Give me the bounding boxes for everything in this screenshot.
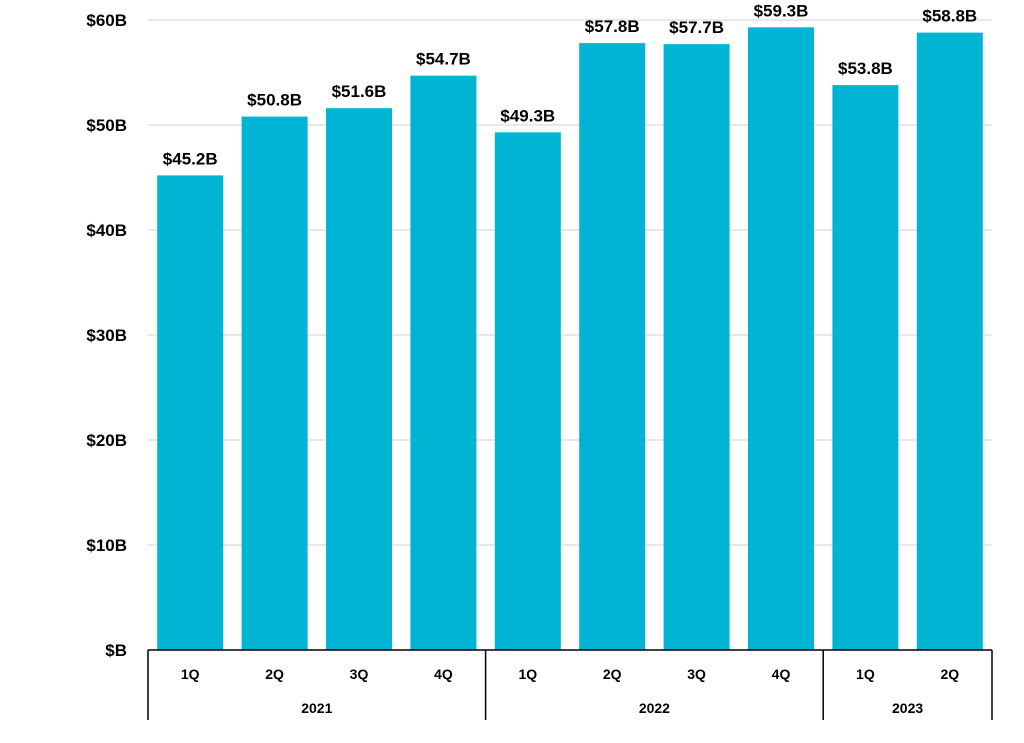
- bar: [579, 43, 646, 651]
- x-group-label: 2021: [301, 700, 332, 716]
- y-tick-label: $60B: [86, 11, 127, 30]
- bar: [494, 132, 561, 651]
- data-label: $57.7B: [669, 18, 724, 37]
- data-label: $50.8B: [247, 91, 302, 110]
- data-label: $54.7B: [416, 50, 471, 69]
- data-label: $57.8B: [585, 17, 640, 36]
- bar: [832, 85, 899, 651]
- x-tick-label: 1Q: [518, 666, 537, 682]
- bar: [748, 27, 814, 651]
- x-group-label: 2023: [892, 700, 923, 716]
- x-tick-label: 3Q: [687, 666, 706, 682]
- y-tick-label: $B: [105, 641, 127, 660]
- data-label: $45.2B: [163, 149, 218, 168]
- y-tick-label: $40B: [86, 221, 127, 240]
- data-labels: $45.2B $50.8B $51.6B $54.7B $49.3B $57.8B $57.…: [163, 1, 977, 168]
- bars: [157, 27, 983, 651]
- bar: [916, 32, 983, 651]
- x-tick-label: 1Q: [181, 666, 200, 682]
- x-tick-label: 1Q: [856, 666, 875, 682]
- y-tick-label: $10B: [86, 536, 127, 555]
- x-tick-label: 4Q: [434, 666, 453, 682]
- x-tick-label: 4Q: [772, 666, 791, 682]
- y-axis: $B $10B $20B $30B $40B $50B $60B: [86, 11, 127, 660]
- data-label: $58.8B: [922, 7, 977, 26]
- data-label: $53.8B: [838, 59, 893, 78]
- x-tick-label: 2Q: [603, 666, 622, 682]
- x-axis: 1Q 2Q 3Q 4Q 1Q 2Q 3Q 4Q 1Q 2Q 2021 2022 2023: [147, 649, 993, 720]
- bar: [157, 175, 224, 650]
- data-label: $51.6B: [332, 82, 387, 101]
- data-label: $49.3B: [500, 106, 555, 125]
- x-tick-label: 2Q: [265, 666, 284, 682]
- y-tick-label: $50B: [86, 116, 127, 135]
- bar: [326, 108, 392, 650]
- bar: [410, 75, 477, 650]
- bar: [663, 44, 730, 650]
- bar: [241, 116, 308, 651]
- y-tick-label: $20B: [86, 431, 127, 450]
- y-tick-label: $30B: [86, 326, 127, 345]
- x-group-label: 2022: [639, 700, 670, 716]
- x-tick-label: 3Q: [350, 666, 369, 682]
- data-label: $59.3B: [754, 1, 809, 20]
- x-tick-label: 2Q: [940, 666, 959, 682]
